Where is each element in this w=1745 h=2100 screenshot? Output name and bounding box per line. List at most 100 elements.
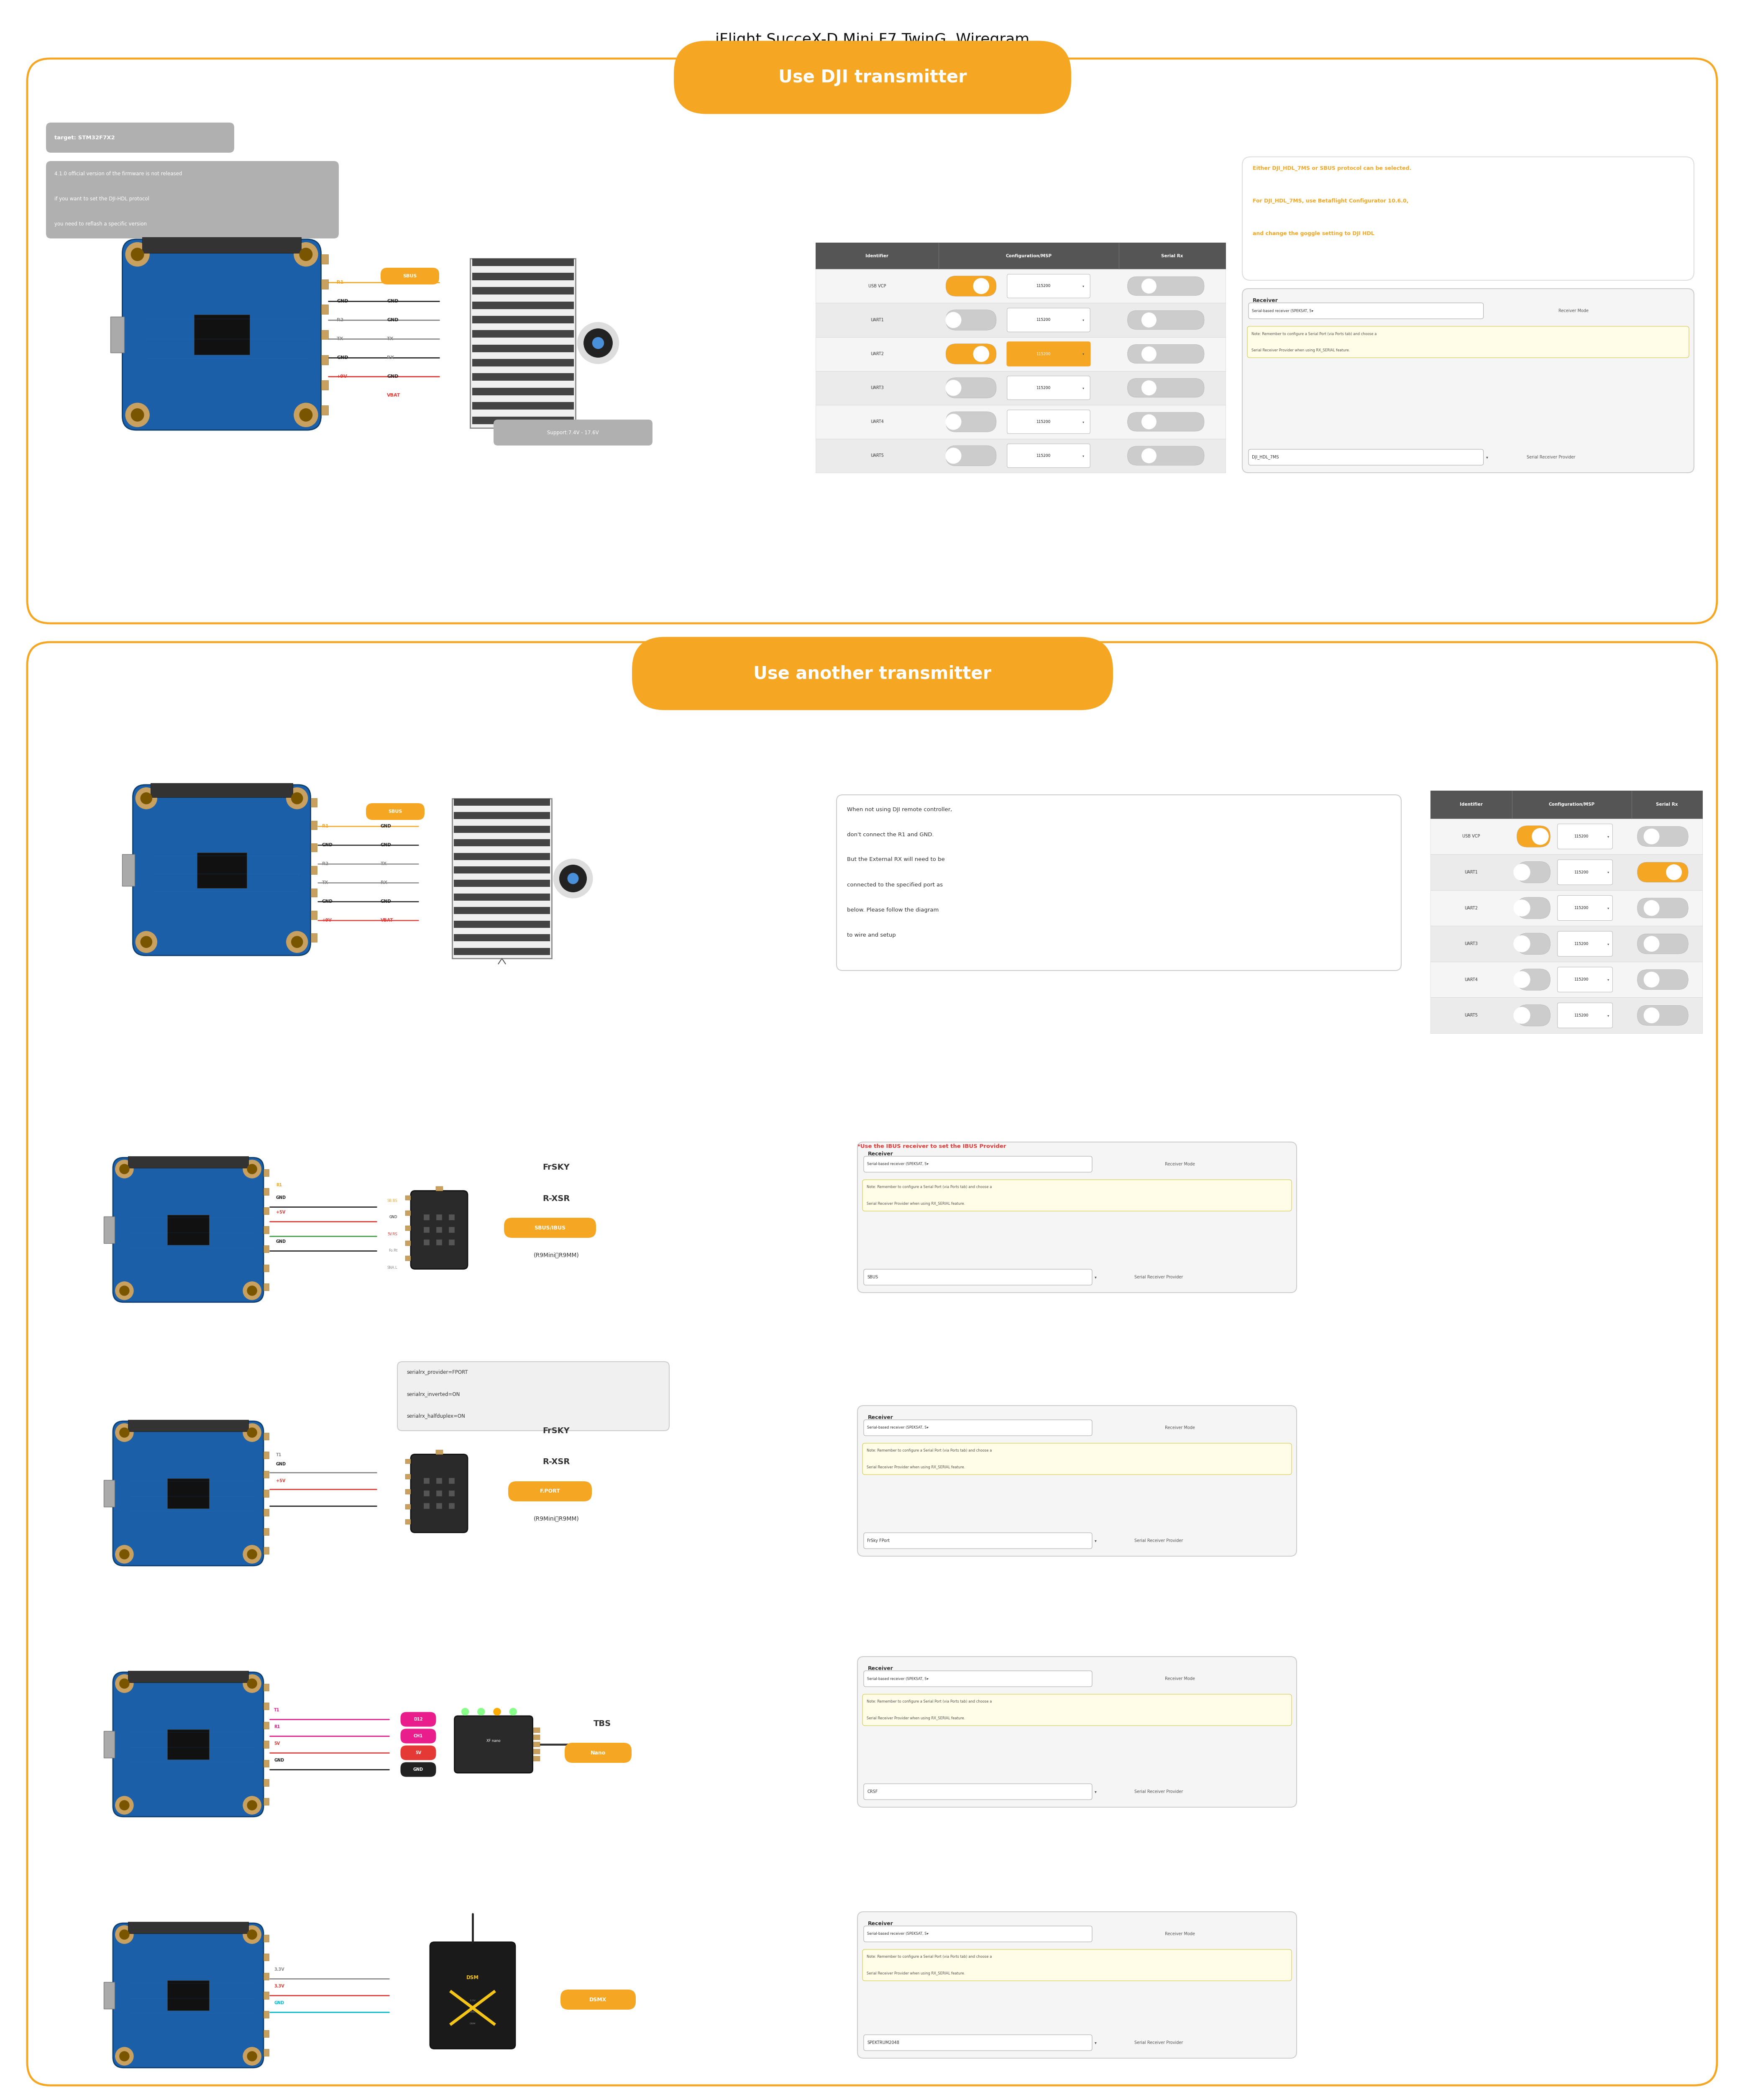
Bar (454, 840, 550, 846)
Bar (263, 1684, 269, 1691)
Circle shape (243, 1159, 262, 1178)
Text: 115200: 115200 (1574, 979, 1590, 981)
Text: Serial Receiver Provider when using RX_SERIAL feature.: Serial Receiver Provider when using RX_S… (1251, 349, 1351, 353)
Text: 115200: 115200 (1037, 386, 1050, 391)
Bar (263, 1451, 269, 1460)
Bar (127, 1672, 248, 1682)
FancyBboxPatch shape (1007, 443, 1091, 468)
FancyBboxPatch shape (28, 643, 1717, 2085)
Bar (471, 273, 574, 279)
Bar (405, 1474, 410, 1478)
Text: Serial Receiver Provider when using RX_SERIAL feature.: Serial Receiver Provider when using RX_S… (867, 1716, 965, 1720)
Text: 115200: 115200 (1037, 420, 1050, 424)
Text: GND: GND (387, 374, 398, 378)
FancyBboxPatch shape (1558, 930, 1612, 956)
Bar (454, 947, 550, 956)
Text: SBUS: SBUS (389, 808, 403, 813)
Text: CH1: CH1 (414, 1735, 422, 1739)
Circle shape (494, 1707, 501, 1716)
FancyBboxPatch shape (946, 412, 996, 433)
Bar (311, 932, 318, 943)
Text: 115200: 115200 (1574, 869, 1590, 874)
FancyBboxPatch shape (1127, 445, 1204, 466)
Circle shape (136, 930, 157, 953)
Text: Note: Remember to configure a Serial Port (via Ports tab) and choose a: Note: Remember to configure a Serial Por… (867, 1955, 991, 1959)
Text: DSM: DSM (466, 1974, 478, 1980)
FancyBboxPatch shape (836, 794, 1401, 970)
Text: GND: GND (274, 1758, 284, 1762)
Circle shape (243, 1546, 262, 1562)
Circle shape (1141, 313, 1157, 328)
Text: 115200: 115200 (1037, 317, 1050, 321)
Bar (534, 1728, 539, 1732)
Text: R1: R1 (323, 823, 328, 827)
Text: GND: GND (380, 823, 391, 827)
Text: Serial-based receiver (SPEKSAT, S▾: Serial-based receiver (SPEKSAT, S▾ (867, 1932, 928, 1936)
FancyBboxPatch shape (122, 239, 321, 430)
Bar (534, 1756, 539, 1762)
Bar (263, 2031, 269, 2037)
Circle shape (946, 414, 961, 430)
FancyBboxPatch shape (862, 1949, 1291, 1980)
Text: GND: GND (414, 1768, 424, 1772)
FancyBboxPatch shape (1516, 897, 1550, 918)
Bar (471, 330, 574, 338)
Text: Fo.Rt: Fo.Rt (389, 1250, 398, 1254)
FancyBboxPatch shape (1558, 1004, 1612, 1027)
Bar (311, 911, 318, 920)
Bar (105, 1216, 115, 1243)
Circle shape (126, 242, 150, 267)
Bar (1431, 855, 1703, 890)
Text: ▾: ▾ (1607, 905, 1609, 909)
Text: Serial Receiver Provider when using RX_SERIAL feature.: Serial Receiver Provider when using RX_S… (867, 1466, 965, 1470)
Circle shape (291, 792, 302, 804)
Text: Identifier: Identifier (1461, 802, 1483, 806)
Circle shape (248, 1678, 257, 1688)
FancyBboxPatch shape (1516, 861, 1550, 882)
Bar (127, 1420, 248, 1432)
Circle shape (120, 1930, 129, 1940)
Text: 5V: 5V (274, 1741, 279, 1745)
Text: UART3: UART3 (871, 386, 883, 391)
Text: R1: R1 (276, 1182, 283, 1186)
Bar (263, 1934, 269, 1942)
Bar (127, 1922, 248, 1934)
Text: GND: GND (274, 2001, 284, 2005)
Text: But the External RX will need to be: But the External RX will need to be (846, 857, 944, 863)
FancyBboxPatch shape (1637, 935, 1687, 953)
Text: Receiver: Receiver (1253, 298, 1277, 302)
FancyBboxPatch shape (45, 162, 339, 239)
FancyBboxPatch shape (380, 267, 440, 284)
Text: F.PORT: F.PORT (539, 1489, 560, 1493)
FancyBboxPatch shape (429, 1942, 515, 2050)
FancyBboxPatch shape (1248, 449, 1483, 466)
Text: T1: T1 (276, 1453, 281, 1457)
Bar (454, 920, 550, 928)
Circle shape (293, 242, 318, 267)
FancyBboxPatch shape (864, 1420, 1092, 1436)
Text: DJI_HDL_7MS: DJI_HDL_7MS (1251, 456, 1279, 460)
Text: ▾: ▾ (1082, 353, 1084, 355)
Circle shape (291, 937, 302, 947)
Bar (1431, 998, 1703, 1033)
Text: Note: Remember to configure a Serial Port (via Ports tab) and choose a: Note: Remember to configure a Serial Por… (867, 1449, 991, 1453)
Bar (321, 380, 328, 391)
Circle shape (115, 2048, 133, 2064)
FancyBboxPatch shape (1637, 827, 1687, 846)
Text: 115200: 115200 (1574, 834, 1590, 838)
Text: Serial-based receiver (SPEKSAT, S▾: Serial-based receiver (SPEKSAT, S▾ (867, 1426, 928, 1430)
Circle shape (593, 338, 604, 349)
Circle shape (1513, 863, 1530, 880)
Circle shape (115, 1159, 133, 1178)
Text: DSMX: DSMX (590, 1997, 607, 2001)
FancyBboxPatch shape (113, 1672, 263, 1817)
Text: GND: GND (276, 1195, 286, 1199)
FancyBboxPatch shape (857, 1657, 1297, 1808)
Circle shape (131, 248, 143, 260)
Text: SBUS/IBUS: SBUS/IBUS (534, 1224, 565, 1231)
Bar (454, 798, 550, 806)
FancyBboxPatch shape (864, 1672, 1092, 1686)
Circle shape (115, 1674, 133, 1693)
Circle shape (115, 1281, 133, 1300)
Circle shape (120, 1678, 129, 1688)
